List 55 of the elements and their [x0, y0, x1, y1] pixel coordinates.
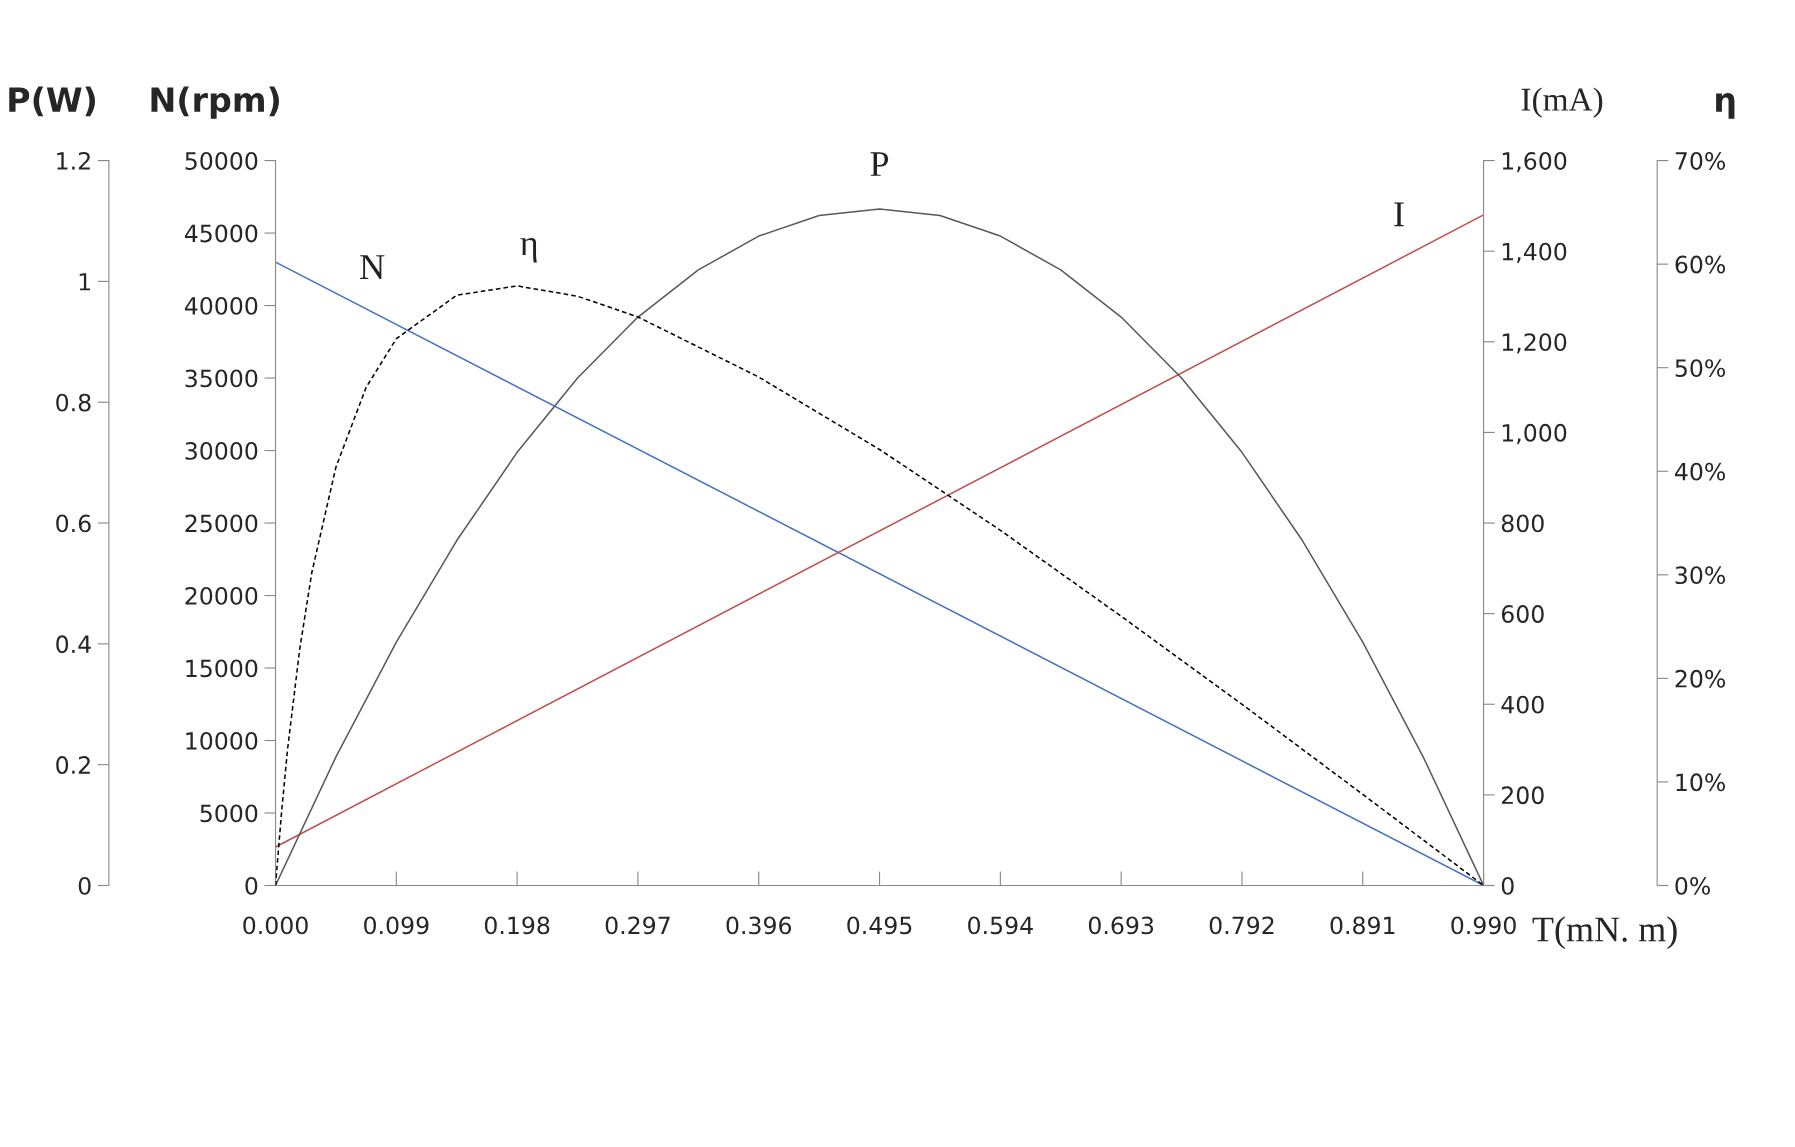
y2-axis-title: η [1716, 93, 1735, 119]
x-tick-label: 0.000 [243, 916, 308, 935]
y-tick-label: 40000 [184, 297, 258, 315]
x-tick-label: 0.990 [1451, 916, 1516, 935]
y2-tick-label: 1,000 [1502, 423, 1567, 445]
y2-tick-label: 20% [1675, 669, 1726, 688]
x-tick-label: 0.495 [847, 916, 912, 935]
y-tick-label: 1.2 [57, 152, 90, 170]
x-tick-label: 0.594 [968, 916, 1033, 935]
y-tick-label: 5000 [200, 804, 258, 823]
y-axis-title: N(rpm) [151, 86, 279, 119]
x-tick-label: 0.099 [364, 916, 429, 935]
y-tick-label: 0.2 [56, 756, 90, 774]
y-tick-label: 10000 [186, 731, 258, 750]
x-tick-label: 0.396 [726, 916, 792, 935]
y2-tick-label: 800 [1501, 514, 1544, 533]
y2-tick-label: 1,200 [1502, 333, 1567, 354]
y-tick-label: 50000 [185, 152, 258, 170]
y-tick-label: 15000 [186, 659, 258, 678]
y2-axis-title: I(mA) [1521, 87, 1603, 118]
y2-tick-label: 60% [1675, 255, 1726, 274]
series-label: N [360, 255, 385, 279]
y2-tick-label: 50% [1675, 359, 1726, 377]
x-tick-label: 0.891 [1330, 916, 1395, 935]
y-tick-label: 0.8 [56, 393, 91, 412]
y-tick-label: 0.4 [56, 635, 91, 654]
x-tick-label: 0.297 [605, 916, 670, 935]
y-tick-label: 30000 [185, 441, 258, 460]
y2-tick-label: 30% [1675, 566, 1726, 585]
x-tick-label: 0.792 [1209, 916, 1274, 935]
series-label: I [1394, 202, 1404, 227]
y2-tick-label: 1,400 [1502, 242, 1567, 263]
y2-tick-label: 1,600 [1502, 152, 1567, 173]
y2-tick-label: 200 [1501, 786, 1544, 805]
y-tick-label: 45000 [184, 224, 258, 243]
y-tick-label: 0.6 [56, 514, 91, 533]
y-tick-label: 0 [245, 876, 258, 895]
y2-tick-label: 400 [1501, 695, 1544, 714]
x-tick-label: 0.693 [1088, 916, 1154, 935]
x-tick-label: 0.198 [484, 916, 550, 935]
y2-tick-label: 70% [1675, 152, 1726, 170]
y-tick-label: 1 [79, 273, 91, 291]
series-label: P [870, 152, 889, 176]
x-axis-title: T(mN. m) [1532, 916, 1677, 949]
y-tick-label: 25000 [185, 514, 258, 533]
y-axis-title: P(W) [9, 86, 96, 117]
y2-tick-label: 600 [1501, 605, 1544, 623]
y2-tick-label: 0 [1501, 876, 1514, 895]
y-tick-label: 35000 [185, 369, 258, 388]
y-tick-label: 20000 [185, 586, 258, 605]
y2-tick-label: 10% [1676, 773, 1726, 792]
y2-tick-label: 0% [1675, 876, 1710, 895]
y2-tick-label: 40% [1675, 462, 1726, 481]
series-label: η [520, 237, 537, 263]
y-tick-label: 0 [78, 876, 91, 895]
